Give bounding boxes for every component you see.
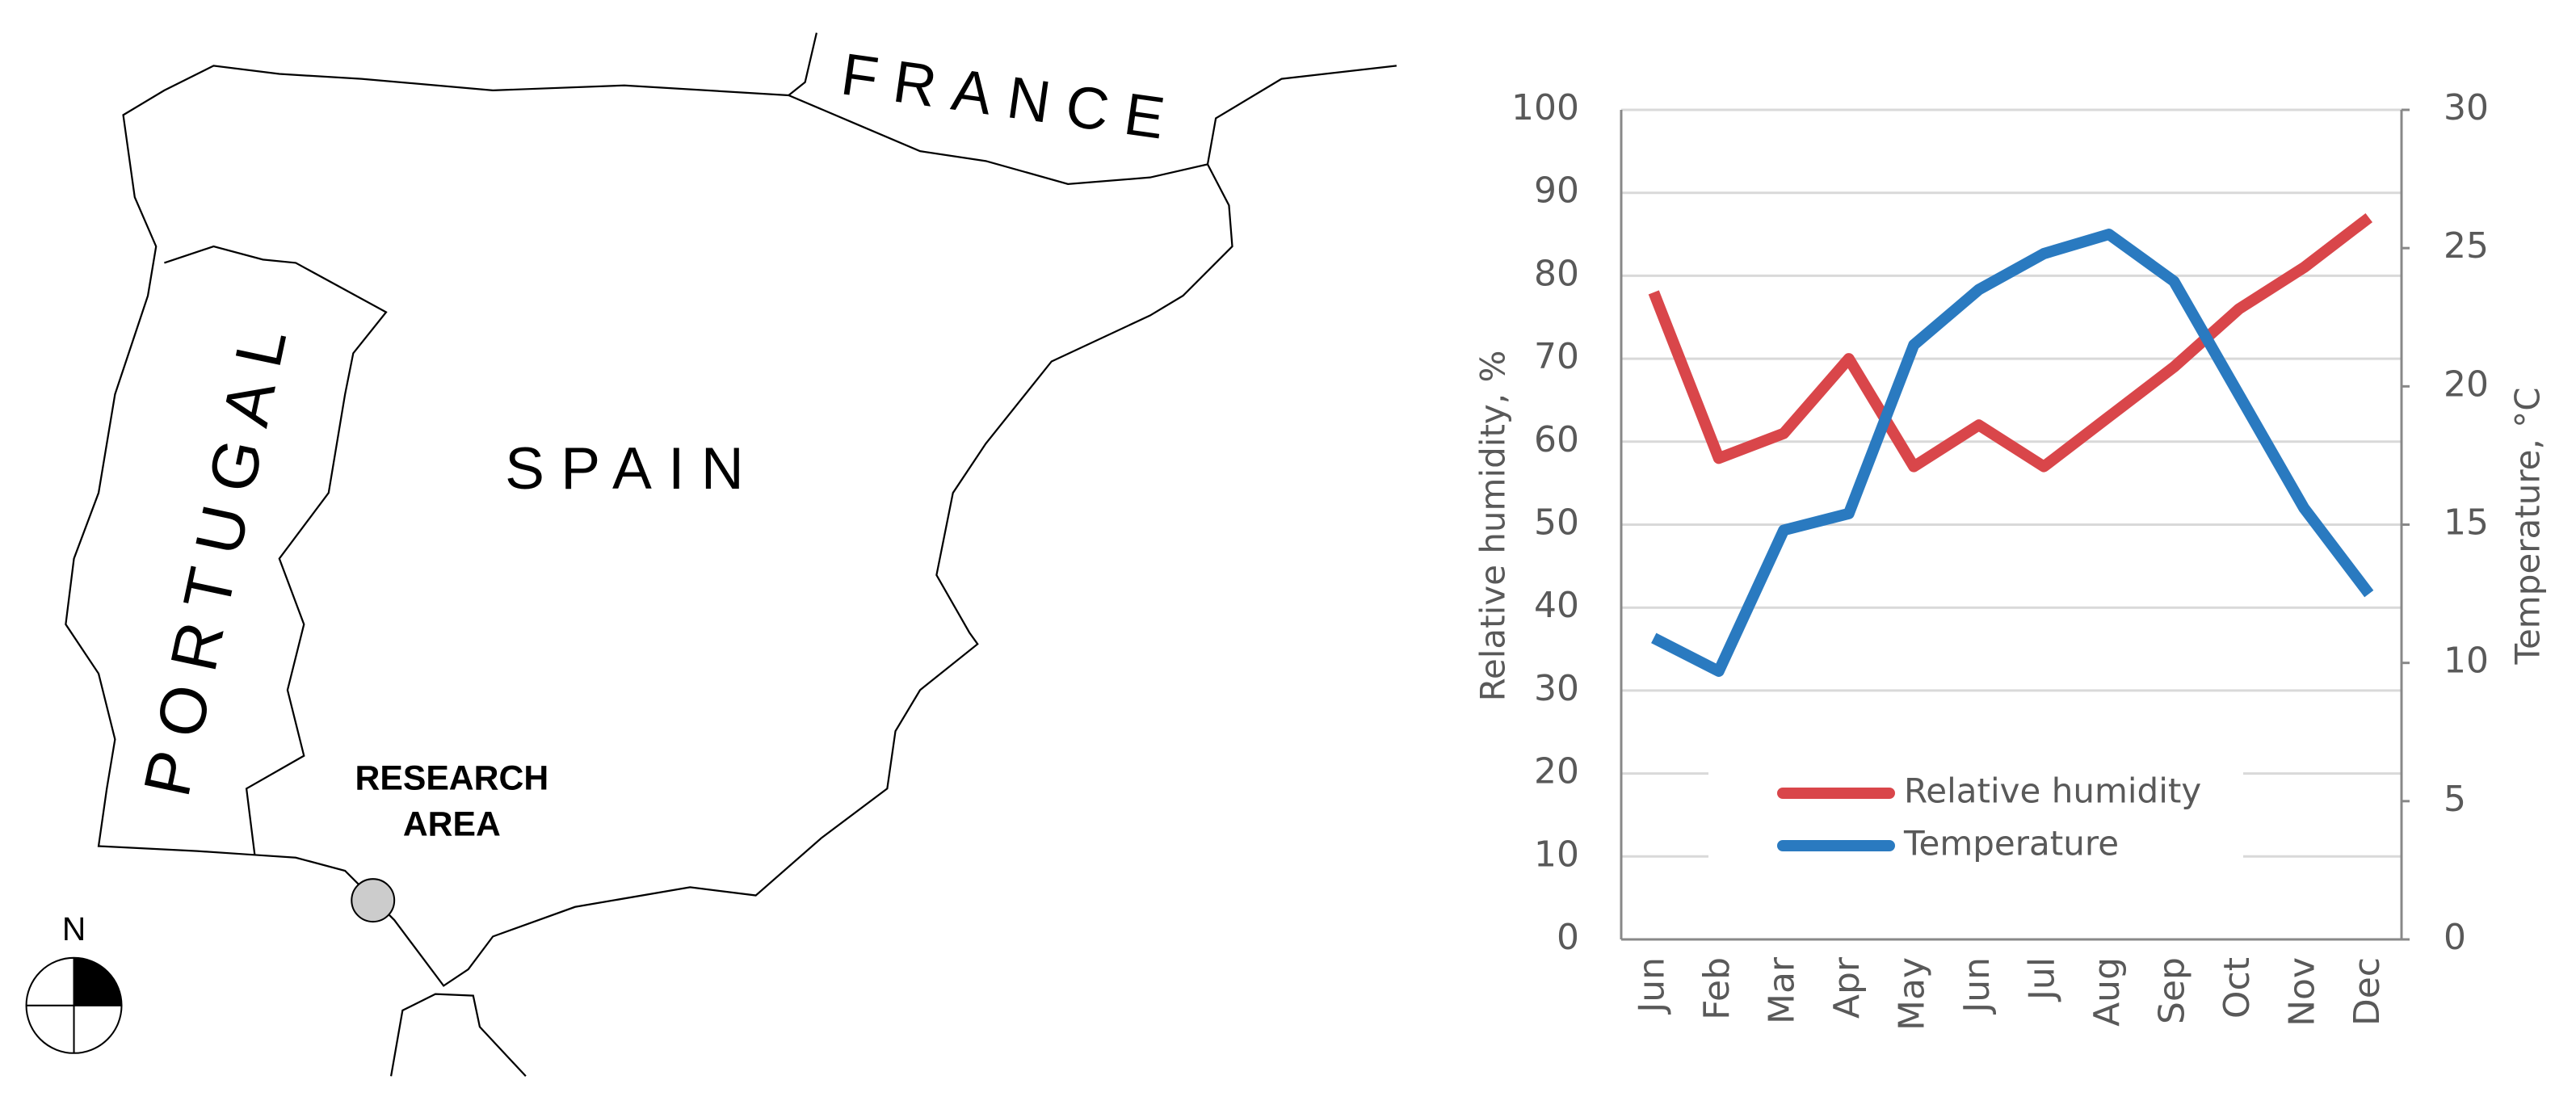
y-tick-label: 40 [1534, 585, 1579, 626]
france-coast [788, 32, 1397, 165]
line-series [1648, 212, 2373, 473]
country-label: FRANCE [838, 40, 1185, 153]
x-tick-label: May [1891, 957, 1932, 1031]
y-tick-label: 50 [1534, 502, 1579, 544]
x-tick-label: Jun [1631, 957, 1672, 1015]
area-label: RESEARCH [355, 758, 549, 797]
country-label: SPAIN [505, 435, 760, 502]
portugal-border [164, 245, 388, 855]
y2-tick-label: 30 [2444, 87, 2489, 128]
x-tick-label: Dec [2347, 957, 2388, 1026]
x-tick-label: Jul [2021, 957, 2062, 1002]
y-tick-label: 90 [1534, 170, 1579, 212]
area-label: AREA [403, 805, 501, 843]
y2-axis-label: Temperature, °C [2508, 387, 2548, 665]
y-tick-label: 20 [1534, 751, 1579, 792]
legend-label: Temperature [1903, 824, 2119, 863]
chart: 0 10 20 30 40 50 60 70 80 90 100 0 5 10 15 20 25 30 Relati… [1473, 87, 2548, 1031]
x-tick-label: Feb [1696, 957, 1738, 1020]
compass-label: N [62, 910, 86, 947]
research-area-marker [351, 878, 396, 923]
y2-tick-label: 10 [2444, 641, 2489, 682]
legend-label: Relative humidity [1904, 771, 2201, 811]
y2-tick-label: 0 [2444, 917, 2466, 958]
compass-quadrant [74, 957, 122, 1006]
x-tick-label: Apr [1826, 956, 1868, 1019]
y2-tick-label: 15 [2444, 502, 2489, 544]
legend-box [1708, 756, 2243, 887]
y-tick-label: 60 [1534, 419, 1579, 460]
x-tick-label: Mar [1761, 956, 1802, 1024]
x-tick-label: Nov [2281, 957, 2322, 1027]
x-tick-label: Jun [1956, 957, 1998, 1015]
y-tick-label: 10 [1534, 834, 1579, 875]
y-tick-label: 0 [1557, 917, 1579, 958]
y2-tick-label: 25 [2444, 225, 2489, 267]
map: FRANCE SPAIN PORTUGAL RESEARCH AREA N [25, 32, 1397, 1078]
y-tick-label: 100 [1511, 87, 1579, 128]
x-tick-label: Oct [2217, 957, 2258, 1019]
morocco-coast [389, 993, 527, 1078]
y2-tick-label: 20 [2444, 363, 2489, 405]
y-tick-label: 70 [1534, 336, 1579, 377]
x-tick-label: Sep [2151, 957, 2192, 1024]
line-series [1651, 229, 2374, 677]
y-tick-label: 30 [1534, 668, 1579, 709]
y-axis-label: Relative humidity, % [1473, 351, 1513, 702]
y2-tick-label: 5 [2444, 779, 2466, 820]
y-tick-label: 80 [1534, 253, 1579, 294]
x-tick-label: Aug [2086, 957, 2128, 1027]
